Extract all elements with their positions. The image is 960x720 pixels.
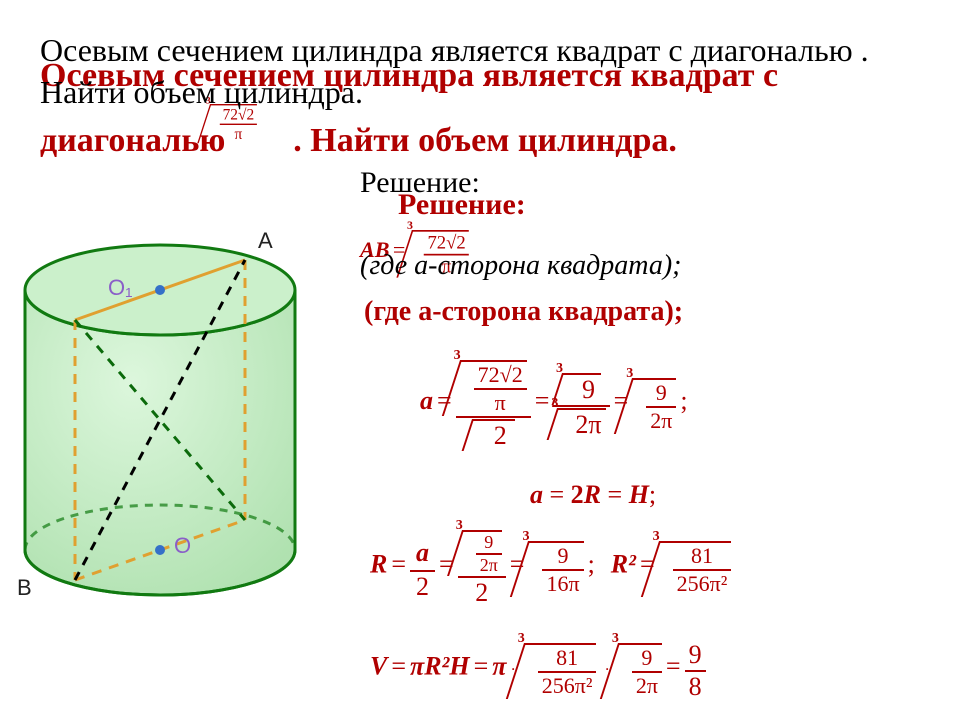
title-red-line2: диагональю . Найти объем цилиндра. bbox=[40, 122, 677, 159]
eq-a2RH: a = 2R = H; bbox=[530, 480, 656, 510]
eq-a: a = 372√2π 2 = 39 32π = 392π ; bbox=[420, 360, 688, 451]
pt-label-O1: O₁ bbox=[108, 275, 133, 301]
eq-eq2: = bbox=[535, 386, 550, 415]
pt-label-O: O bbox=[174, 533, 191, 559]
solution-heading-black: Решение: bbox=[360, 166, 480, 200]
cylinder-figure bbox=[0, 220, 330, 620]
where-a-black: (где а-сторона квадрата); bbox=[360, 250, 681, 282]
pt-label-A: A bbox=[258, 228, 273, 254]
eq-V: V = πR²H = π · 381256π² · 392π = 98 bbox=[370, 640, 706, 702]
eq-R: R = a2 = 392π2 = 3916π ; R² = 381256π² bbox=[370, 530, 731, 608]
where-a-red: (где a-сторона квадрата); bbox=[364, 296, 683, 328]
eq-a-lhs: a bbox=[420, 386, 433, 415]
problem-title-black: Осевым сечением цилиндра является квадра… bbox=[40, 30, 960, 113]
pt-label-B: B bbox=[17, 575, 32, 601]
